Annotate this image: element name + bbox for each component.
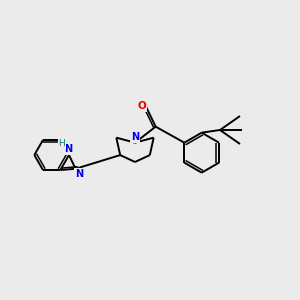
Text: H: H [58,139,65,148]
Text: N: N [64,144,72,154]
Text: O: O [137,101,146,111]
Text: N: N [131,132,140,142]
Text: N: N [75,169,83,179]
